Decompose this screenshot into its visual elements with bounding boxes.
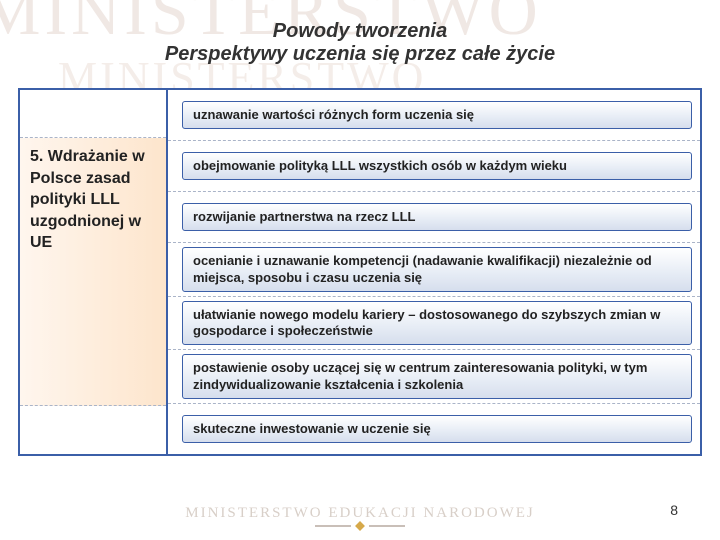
- left-label: 5. Wdrażanie w Polsce zasad polityki LLL…: [20, 138, 166, 406]
- footer: MINISTERSTWO EDUKACJI NARODOWEJ: [0, 505, 720, 528]
- table-row: postawienie osoby uczącej się w centrum …: [168, 350, 700, 404]
- pill: ocenianie i uznawanie kompetencji (nadaw…: [182, 247, 692, 292]
- pill: skuteczne inwestowanie w uczenie się: [182, 415, 692, 443]
- title-line2: Perspektywy uczenia się przez całe życie: [0, 43, 720, 66]
- left-bottom-gap: [20, 406, 166, 454]
- table-row: skuteczne inwestowanie w uczenie się: [168, 404, 700, 454]
- content-table: 5. Wdrażanie w Polsce zasad polityki LLL…: [18, 88, 702, 456]
- pill: uznawanie wartości różnych form uczenia …: [182, 101, 692, 129]
- right-panel: uznawanie wartości różnych form uczenia …: [168, 90, 700, 454]
- title-line1: Powody tworzenia: [0, 20, 720, 43]
- title-block: Powody tworzenia Perspektywy uczenia się…: [0, 0, 720, 76]
- table-row: ułatwianie nowego modelu kariery – dosto…: [168, 297, 700, 351]
- pill: rozwijanie partnerstwa na rzecz LLL: [182, 203, 692, 231]
- pill: ułatwianie nowego modelu kariery – dosto…: [182, 301, 692, 346]
- pill: postawienie osoby uczącej się w centrum …: [182, 354, 692, 399]
- footer-ornament: [315, 524, 405, 528]
- table-row: ocenianie i uznawanie kompetencji (nadaw…: [168, 243, 700, 297]
- left-top-gap: [20, 90, 166, 138]
- table-row: uznawanie wartości różnych form uczenia …: [168, 90, 700, 141]
- left-panel: 5. Wdrażanie w Polsce zasad polityki LLL…: [20, 90, 168, 454]
- pill: obejmowanie polityką LLL wszystkich osób…: [182, 152, 692, 180]
- footer-text: MINISTERSTWO EDUKACJI NARODOWEJ: [0, 505, 720, 522]
- page-number: 8: [670, 502, 678, 518]
- table-row: rozwijanie partnerstwa na rzecz LLL: [168, 192, 700, 243]
- table-row: obejmowanie polityką LLL wszystkich osób…: [168, 141, 700, 192]
